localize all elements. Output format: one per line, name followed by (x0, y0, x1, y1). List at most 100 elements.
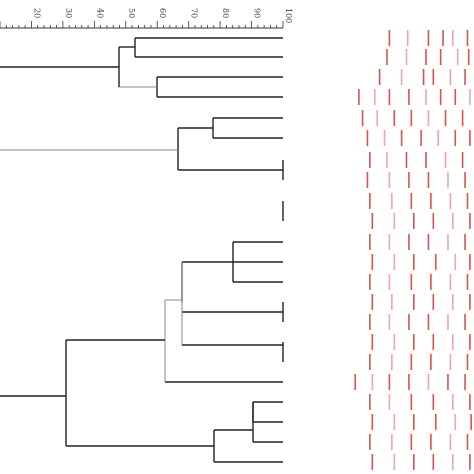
band-mark (427, 172, 430, 188)
band-mark (383, 130, 386, 146)
band-mark (466, 354, 469, 370)
band-mark (470, 414, 472, 430)
band-mark (447, 234, 449, 250)
band-mark (408, 234, 410, 250)
band-lane (366, 172, 466, 188)
band-lane (369, 193, 469, 209)
band-mark (400, 69, 403, 85)
band-mark (369, 434, 371, 450)
band-mark (361, 110, 364, 126)
band-mark (452, 394, 454, 410)
similarity-scale: 20 30 40 50 60 70 80 90 100 (0, 8, 293, 29)
band-mark (452, 334, 454, 350)
scale-tick-label: 50 (127, 8, 136, 18)
band-mark (430, 193, 432, 209)
band-mark (466, 193, 469, 209)
band-mark (461, 110, 464, 126)
band-mark (371, 213, 374, 229)
band-mark (467, 49, 470, 65)
band-mark (405, 152, 408, 168)
band-mark (373, 89, 376, 105)
band-lane (369, 274, 469, 290)
band-mark (405, 49, 408, 65)
band-mark (369, 274, 371, 290)
band-mark (408, 172, 410, 188)
band-mark (371, 294, 374, 310)
band-mark (388, 314, 391, 330)
scale-tick-label: 70 (190, 8, 199, 18)
band-mark (393, 414, 396, 430)
band-mark (449, 354, 452, 370)
band-mark (452, 30, 454, 46)
band-mark (434, 414, 437, 430)
band-mark (432, 394, 435, 410)
band-mark (432, 454, 435, 470)
band-mark (454, 89, 457, 105)
band-lane (369, 354, 469, 370)
band-mark (447, 374, 449, 390)
band-mark (427, 110, 430, 126)
band-lane (369, 152, 464, 168)
band-mark (464, 374, 466, 390)
band-mark (371, 254, 374, 270)
band-mark (391, 193, 393, 209)
band-mark (413, 213, 415, 229)
band-mark (454, 130, 457, 146)
band-mark (371, 374, 374, 390)
band-mark (400, 130, 403, 146)
band-mark (386, 49, 388, 65)
scale-tick-label: 40 (95, 8, 104, 18)
scale-tick-label: 100 (284, 8, 293, 23)
band-mark (464, 69, 466, 85)
band-mark (388, 30, 391, 46)
band-mark (449, 274, 452, 290)
band-mark (452, 454, 454, 470)
band-lane (371, 213, 471, 229)
band-mark (388, 374, 391, 390)
band-mark (437, 130, 439, 146)
band-mark (413, 334, 415, 350)
band-mark (371, 454, 374, 470)
dendrogram-tree (0, 37, 284, 463)
band-lane (371, 334, 471, 350)
band-mark (469, 394, 471, 410)
band-mark (393, 334, 396, 350)
band-lanes (354, 30, 472, 470)
band-mark (388, 89, 391, 105)
band-mark (388, 394, 391, 410)
band-mark (376, 110, 378, 126)
band-mark (427, 374, 430, 390)
band-mark (449, 193, 452, 209)
band-mark (378, 69, 381, 85)
band-mark (420, 130, 422, 146)
band-lane (361, 110, 464, 126)
band-mark (425, 49, 427, 65)
band-lane (369, 434, 469, 450)
band-mark (425, 89, 427, 105)
band-lane (388, 30, 469, 46)
band-mark (432, 213, 435, 229)
band-lane (369, 314, 466, 330)
band-mark (427, 314, 430, 330)
band-mark (454, 254, 457, 270)
band-lane (354, 374, 466, 390)
band-mark (391, 434, 393, 450)
band-mark (461, 152, 464, 168)
band-mark (393, 213, 396, 229)
band-mark (469, 294, 471, 310)
band-mark (410, 274, 413, 290)
band-mark (469, 213, 471, 229)
band-mark (466, 274, 469, 290)
band-lane (371, 294, 471, 310)
band-lane (371, 254, 471, 270)
band-mark (369, 354, 371, 370)
band-mark (393, 110, 396, 126)
band-mark (413, 294, 415, 310)
band-mark (393, 254, 396, 270)
band-mark (447, 172, 449, 188)
band-mark (452, 294, 454, 310)
band-mark (371, 414, 374, 430)
band-mark (444, 152, 447, 168)
band-mark (388, 234, 391, 250)
